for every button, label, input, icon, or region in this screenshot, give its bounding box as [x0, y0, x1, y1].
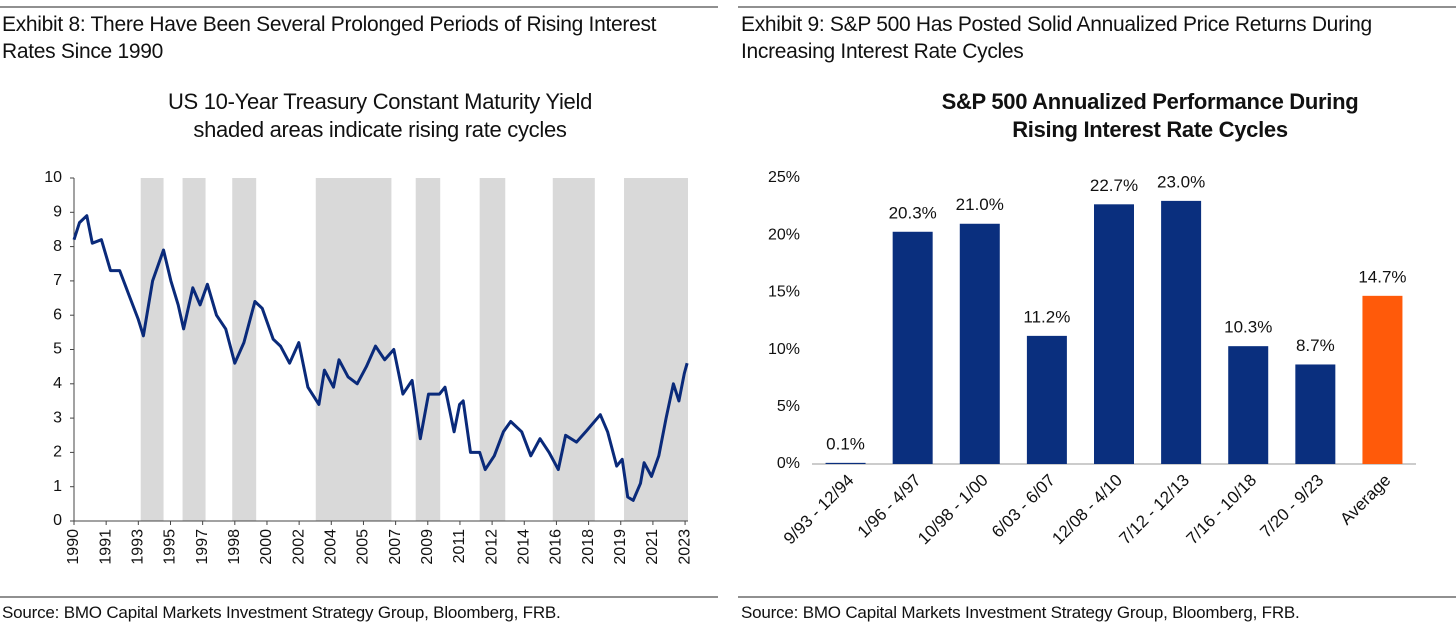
y-tick-label: 10% [768, 341, 800, 358]
bar [959, 223, 1000, 464]
x-tick-label: 2004 [323, 529, 340, 565]
y-tick-label: 0% [777, 455, 800, 472]
bar [892, 231, 933, 464]
x-tick-label: 2009 [419, 529, 436, 565]
x-tick-label: 2016 [548, 529, 565, 565]
bar [1295, 364, 1336, 464]
value-label: 23.0% [1157, 172, 1205, 191]
x-tick-label: 1991 [97, 529, 114, 565]
y-tick-label: 2 [53, 444, 62, 461]
x-tick-label: 1997 [194, 529, 211, 565]
y-tick-label: 4 [53, 375, 62, 392]
value-label: 11.2% [1023, 307, 1070, 326]
y-tick-label: 10 [44, 169, 62, 186]
x-tick-label: 2014 [515, 529, 532, 565]
x-tick-label: 1993 [130, 529, 147, 565]
bar [1228, 346, 1269, 464]
x-tick-label: 2000 [258, 529, 275, 565]
x-tick-label: 7/16 - 10/18 [1183, 471, 1261, 549]
y-tick-label: 0 [53, 512, 62, 529]
x-tick-label: 1/96 - 4/97 [854, 471, 925, 542]
y-tick-label: 1 [53, 478, 62, 495]
x-tick-label: 1998 [226, 529, 243, 565]
value-label: 21.0% [956, 195, 1004, 214]
x-tick-label: 6/03 - 6/07 [988, 471, 1059, 542]
exhibit-header: Exhibit 8: There Have Been Several Prolo… [2, 13, 657, 63]
bar [1026, 335, 1067, 464]
y-tick-label: 6 [53, 306, 62, 323]
x-tick-label: 2005 [355, 529, 372, 565]
x-tick-label: 2011 [451, 529, 468, 564]
source-note: Source: BMO Capital Markets Investment S… [2, 603, 561, 622]
chart-title: S&P 500 Annualized Performance During Ri… [941, 89, 1359, 142]
source-note: Source: BMO Capital Markets Investment S… [741, 603, 1300, 622]
y-tick-label: 20% [768, 226, 800, 243]
value-label: 0.1% [826, 434, 865, 453]
shaded-period [315, 178, 392, 521]
x-tick-label: 2023 [676, 529, 693, 565]
bar [1094, 204, 1134, 464]
value-label: 14.7% [1358, 267, 1406, 286]
shaded-period [232, 178, 257, 521]
y-tick-label: 7 [53, 272, 62, 289]
bar [825, 462, 866, 464]
y-tick-label: 3 [53, 409, 62, 426]
x-tick-label: 2002 [290, 529, 307, 565]
shaded-period [182, 178, 206, 521]
value-label: 10.3% [1224, 318, 1272, 337]
y-tick-label: 25% [768, 169, 800, 186]
exhibit-header: Exhibit 9: S&P 500 Has Posted Solid Annu… [741, 13, 1372, 63]
bar [1362, 295, 1403, 464]
x-tick-label: 7/20 - 9/23 [1256, 471, 1327, 542]
x-tick-label: Average [1336, 471, 1394, 529]
x-tick-label: 12/08 - 4/10 [1048, 471, 1126, 549]
x-tick-label: 1995 [162, 529, 179, 565]
x-tick-label: 9/93 - 12/94 [780, 471, 858, 549]
shaded-period [140, 178, 164, 521]
bar [1161, 200, 1202, 464]
y-tick-label: 8 [53, 238, 62, 255]
value-label: 20.3% [889, 203, 937, 222]
yield-line [72, 214, 689, 502]
x-tick-label: 10/98 - 1/00 [914, 471, 992, 549]
value-label: 8.7% [1296, 336, 1335, 355]
y-tick-label: 5 [53, 341, 62, 358]
y-tick-label: 15% [768, 284, 800, 301]
x-tick-label: 2012 [483, 529, 500, 565]
chart-subtitle: shaded areas indicate rising rate cycles [193, 117, 567, 142]
x-tick-label: 1990 [65, 529, 82, 565]
shaded-period [415, 178, 441, 521]
y-tick-label: 9 [53, 204, 62, 221]
value-label: 22.7% [1090, 176, 1138, 195]
x-tick-label: 2021 [644, 529, 661, 565]
chart-title-text: US 10-Year Treasury Constant Maturity Yi… [167, 89, 593, 114]
shaded-period [479, 178, 506, 521]
chart-title: US 10-Year Treasury Constant Maturity Yi… [60, 88, 700, 144]
x-tick-label: 2007 [387, 529, 404, 565]
x-tick-label: 2018 [580, 529, 597, 565]
x-tick-label: 2019 [612, 529, 629, 565]
shaded-period [624, 178, 688, 521]
x-tick-label: 7/12 - 12/13 [1116, 471, 1194, 549]
y-tick-label: 5% [777, 398, 800, 415]
